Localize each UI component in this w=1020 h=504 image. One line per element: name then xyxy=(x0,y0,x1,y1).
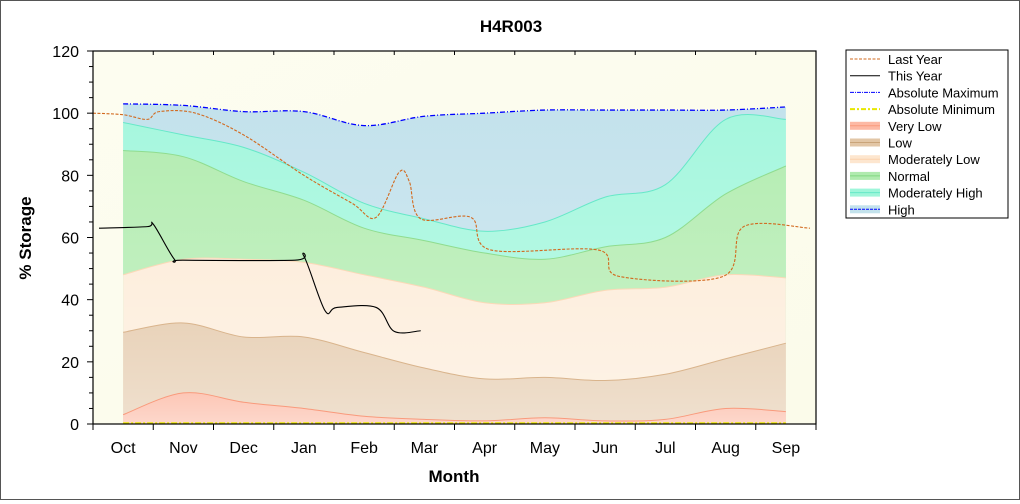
y-tick-label: 40 xyxy=(61,293,79,310)
legend-label-normal: Normal xyxy=(888,169,930,184)
x-tick-label: Mar xyxy=(411,440,439,457)
y-tick-label: 80 xyxy=(61,168,79,185)
y-tick-label: 60 xyxy=(61,231,79,248)
legend-label-high: High xyxy=(888,202,915,217)
x-tick-label: Jun xyxy=(592,440,618,457)
x-tick-label: Oct xyxy=(111,440,136,457)
legend-label-last-year: Last Year xyxy=(888,52,943,67)
legend-label-low: Low xyxy=(888,136,912,151)
x-axis-label: Month xyxy=(429,467,480,486)
band-edge-moderately-low xyxy=(123,257,786,306)
y-axis-label: % Storage xyxy=(16,196,35,279)
legend-label-this-year: This Year xyxy=(888,69,943,84)
this-year-line xyxy=(99,221,421,334)
last-year-line xyxy=(92,109,810,282)
x-tick-label: Apr xyxy=(472,440,498,457)
legend-label-moderately-low: Moderately Low xyxy=(888,152,980,167)
x-tick-label: Nov xyxy=(169,440,197,457)
y-tick-label: 100 xyxy=(52,106,79,123)
band-edge-very-low xyxy=(122,392,786,422)
band-shade-low xyxy=(123,322,786,424)
x-tick-label: Jan xyxy=(291,440,317,457)
y-tick-label: 0 xyxy=(70,417,79,434)
x-tick-label: Jul xyxy=(655,440,675,457)
legend-label-moderately-high: Moderately High xyxy=(888,186,983,201)
band-edge-moderately-high xyxy=(123,114,786,232)
absolute-maximum-line xyxy=(123,103,786,127)
y-tick-label: 20 xyxy=(61,355,79,372)
y-tick-label: 120 xyxy=(52,44,79,61)
x-tick-label: Sep xyxy=(772,440,801,457)
x-tick-label: Dec xyxy=(229,440,257,457)
x-tick-label: May xyxy=(530,440,560,457)
legend-label-absolute-maximum: Absolute Maximum xyxy=(888,85,999,100)
x-tick-label: Aug xyxy=(711,440,739,457)
chart-title: H4R003 xyxy=(480,17,542,36)
legend-label-absolute-minimum: Absolute Minimum xyxy=(888,102,995,117)
band-edge-normal xyxy=(123,149,787,260)
legend-label-very-low: Very Low xyxy=(888,119,942,134)
x-tick-label: Feb xyxy=(350,440,378,457)
band-edge-low xyxy=(123,322,786,382)
band-shade-very-low xyxy=(123,392,786,424)
